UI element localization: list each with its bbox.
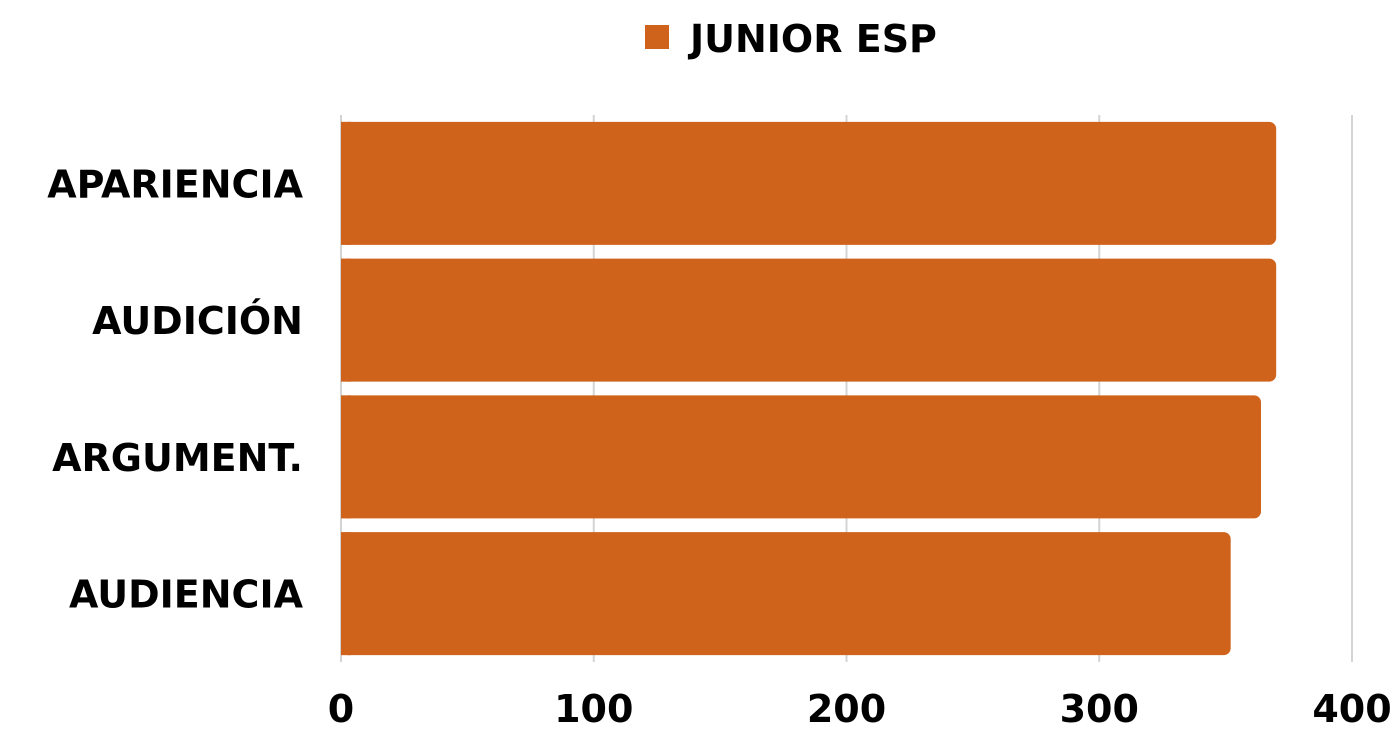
- bar-audición-base: [341, 258, 351, 382]
- x-tick-label-300: 300: [1060, 687, 1139, 731]
- category-label-audición: AUDICIÓN: [92, 299, 303, 343]
- chart-legend: JUNIOR ESP: [645, 17, 937, 61]
- x-tick-label-200: 200: [807, 687, 886, 731]
- category-label-apariencia: APARIENCIA: [47, 162, 303, 206]
- bar-audiencia-base: [341, 532, 351, 656]
- bar-argument: [341, 395, 1262, 519]
- chart-bars: [341, 121, 1277, 656]
- category-label-audiencia: AUDIENCIA: [69, 573, 304, 617]
- category-label-argument: ARGUMENT.: [52, 436, 303, 480]
- x-tick-label-0: 0: [328, 687, 354, 731]
- legend-label-junior-esp: JUNIOR ESP: [687, 17, 937, 61]
- legend-swatch-junior-esp: [645, 25, 669, 49]
- bar-audiencia: [341, 532, 1231, 656]
- bar-audición: [341, 258, 1277, 382]
- x-tick-label-100: 100: [554, 687, 633, 731]
- value-axis-tick-labels: 0 100 200 300 400: [328, 687, 1392, 731]
- bar-apariencia: [341, 121, 1277, 245]
- category-axis-labels: APARIENCIA AUDICIÓN ARGUMENT. AUDIENCIA: [47, 162, 303, 616]
- x-tick-label-400: 400: [1312, 687, 1391, 731]
- bar-apariencia-base: [341, 121, 351, 245]
- bar-argument-base: [341, 395, 351, 519]
